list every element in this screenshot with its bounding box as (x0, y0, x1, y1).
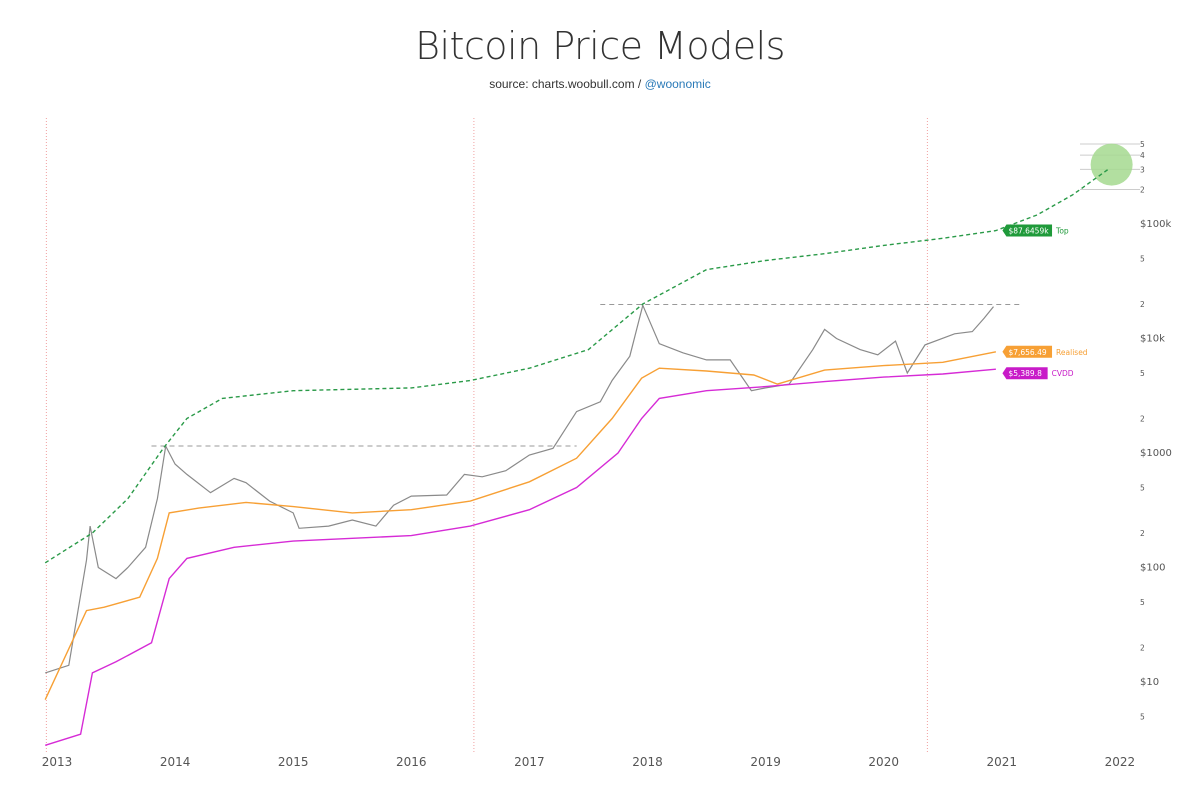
series-line-cvdd (44, 368, 996, 746)
x-tick-label: 2013 (42, 755, 73, 769)
y-tick-label: 5 (1140, 712, 1145, 721)
chart-subtitle: source: charts.woobull.com / @woonomic (0, 77, 1200, 91)
series-name-label: Realised (1056, 348, 1088, 357)
end-label-badge (1002, 224, 1053, 237)
y-tick-label: 5 (1140, 483, 1145, 492)
y-tick-label: 2 (1140, 186, 1145, 195)
x-tick-label: 2019 (750, 755, 781, 769)
y-tick-label: 5 (1140, 140, 1145, 149)
end-label-value: $5,389.8 (1008, 369, 1042, 378)
y-tick-label: 5 (1140, 254, 1145, 263)
end-label-top: $87.6459k Top (1002, 224, 1069, 237)
x-tick-label: 2015 (278, 755, 309, 769)
end-label-badge (1002, 367, 1048, 380)
y-tick-label: $100 (1140, 563, 1165, 574)
y-tick-label: 5 (1140, 369, 1145, 378)
series-line-top (44, 168, 1109, 564)
x-tick-label: 2020 (868, 755, 899, 769)
x-tick-label: 2017 (514, 755, 545, 769)
x-tick-label: 2021 (987, 755, 1018, 769)
end-label-value: $7,656.49 (1008, 348, 1046, 357)
x-tick-label: 2016 (396, 755, 427, 769)
y-tick-label: 3 (1140, 165, 1145, 174)
y-tick-label: 5 (1140, 598, 1145, 607)
y-tick-label: 2 (1140, 415, 1145, 424)
series-line-price (45, 303, 994, 674)
chart-title: Bitcoin Price Models (415, 24, 785, 68)
x-tick-label: 2022 (1105, 755, 1136, 769)
end-label-realised: $7,656.49 Realised (1002, 345, 1088, 358)
y-tick-label: 4 (1140, 151, 1145, 160)
y-tick-label: $10 (1140, 677, 1159, 688)
projection-circle (1090, 143, 1133, 186)
end-label-cvdd: $5,389.8 CVDD (1002, 367, 1074, 380)
end-label-badge (1002, 345, 1053, 358)
y-tick-label: 2 (1140, 529, 1145, 538)
y-tick-label: 2 (1140, 300, 1145, 309)
end-label-value: $87.6459k (1008, 227, 1049, 236)
y-tick-label: 2 (1140, 644, 1145, 653)
series-name-label: Top (1055, 227, 1069, 236)
y-tick-label: $1000 (1140, 448, 1172, 459)
x-tick-label: 2018 (632, 755, 663, 769)
x-tick-label: 2014 (160, 755, 191, 769)
y-tick-label: $10k (1140, 334, 1165, 345)
twitter-handle-link[interactable]: @woonomic (644, 77, 711, 91)
y-tick-label: $100k (1140, 219, 1171, 230)
series-name-label: CVDD (1052, 369, 1074, 378)
source-text: source: charts.woobull.com / (489, 77, 645, 91)
series-line-realised (44, 351, 997, 700)
